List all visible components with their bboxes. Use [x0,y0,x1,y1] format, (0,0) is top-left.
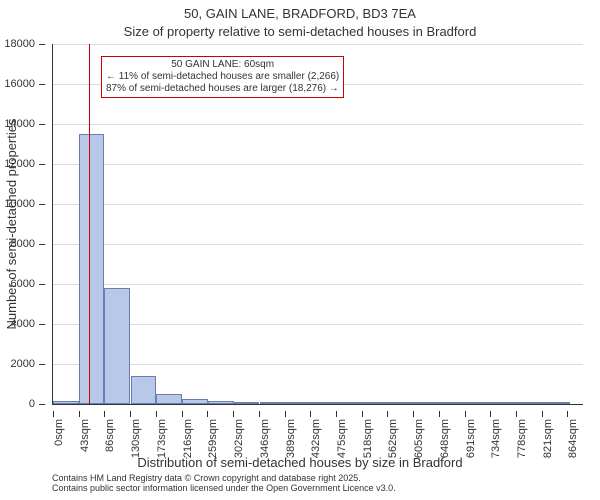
annotation-line: 50 GAIN LANE: 60sqm [106,59,339,71]
histogram-bar [131,376,157,404]
x-tick-label: 864sqm [567,419,579,458]
histogram-bar [311,402,337,404]
histogram-bar [156,394,182,404]
y-tick-label: 14000 [4,118,35,130]
x-tick: 821sqm [542,411,543,412]
x-tick-label: 130sqm [130,419,142,458]
plot-area: 0200040006000800010000120001400016000180… [52,44,583,405]
gridline [53,164,583,165]
x-tick-label: 605sqm [413,419,425,458]
y-tick-label: 6000 [11,278,35,290]
x-tick-label: 518sqm [362,419,374,458]
y-tick-label: 18000 [4,38,35,50]
gridline [53,204,583,205]
x-tick: 216sqm [182,411,183,412]
chart-title-main: 50, GAIN LANE, BRADFORD, BD3 7EA [0,6,600,21]
gridline [53,284,583,285]
y-tick-label: 0 [29,398,35,410]
x-tick: 43sqm [79,411,80,412]
x-tick-label: 432sqm [310,419,322,458]
y-tick-label: 4000 [11,318,35,330]
x-tick-label: 734sqm [490,419,502,458]
x-tick: 346sqm [259,411,260,412]
x-tick: 475sqm [336,411,337,412]
histogram-bar [466,402,492,404]
histogram-bar [363,402,389,404]
footer-attribution: Contains HM Land Registry data © Crown c… [52,474,396,494]
histogram-bar [286,402,312,404]
y-axis-label: Number of semi-detached properties [4,119,19,330]
gridline [53,324,583,325]
x-tick-label: 691sqm [465,419,477,458]
histogram-bar [518,402,544,404]
histogram-bar [182,399,208,404]
x-tick: 259sqm [207,411,208,412]
x-tick-label: 821sqm [542,419,554,458]
footer-line-2: Contains public sector information licen… [52,484,396,494]
x-tick: 389sqm [285,411,286,412]
x-tick: 302sqm [233,411,234,412]
x-tick-label: 389sqm [285,419,297,458]
x-tick-label: 778sqm [516,419,528,458]
x-tick: 0sqm [53,411,54,412]
histogram-bar [53,401,79,404]
x-tick-label: 648sqm [439,419,451,458]
x-tick-label: 562sqm [387,419,399,458]
histogram-bar [337,402,363,404]
x-tick-label: 86sqm [104,419,116,452]
annotation-line: ← 11% of semi-detached houses are smalle… [106,71,339,83]
x-tick-label: 216sqm [182,419,194,458]
histogram-bar [79,134,105,404]
x-tick: 605sqm [413,411,414,412]
x-tick-label: 43sqm [79,419,91,452]
x-tick: 173sqm [156,411,157,412]
chart-container: 50, GAIN LANE, BRADFORD, BD3 7EA Size of… [0,0,600,500]
x-tick: 432sqm [310,411,311,412]
x-tick: 130sqm [130,411,131,412]
histogram-bar [260,402,286,404]
histogram-bar [104,288,130,404]
x-tick-label: 475sqm [336,419,348,458]
x-tick: 648sqm [439,411,440,412]
x-tick-label: 0sqm [53,419,65,446]
gridline [53,44,583,45]
y-tick-label: 10000 [4,198,35,210]
y-tick-label: 8000 [11,238,35,250]
histogram-bar [441,402,467,404]
gridline [53,124,583,125]
gridline [53,364,583,365]
x-axis-label: Distribution of semi-detached houses by … [0,455,600,470]
x-tick: 778sqm [516,411,517,412]
x-tick: 864sqm [567,411,568,412]
annotation-box: 50 GAIN LANE: 60sqm← 11% of semi-detache… [101,56,344,98]
histogram-bar [415,402,441,404]
x-tick: 562sqm [387,411,388,412]
x-tick: 691sqm [465,411,466,412]
x-tick-label: 346sqm [259,419,271,458]
histogram-bar [389,402,415,404]
histogram-bar [544,402,570,404]
histogram-bar [234,402,260,404]
chart-title-sub: Size of property relative to semi-detach… [0,24,600,39]
x-tick: 518sqm [362,411,363,412]
x-tick-label: 173sqm [156,419,168,458]
y-tick-label: 12000 [4,158,35,170]
x-tick: 734sqm [490,411,491,412]
histogram-bar [492,402,518,404]
marker-line [89,44,90,404]
gridline [53,244,583,245]
annotation-line: 87% of semi-detached houses are larger (… [106,83,339,95]
y-tick-label: 2000 [11,358,35,370]
x-tick: 86sqm [104,411,105,412]
histogram-bar [208,401,234,404]
y-tick-label: 16000 [4,78,35,90]
x-tick-label: 302sqm [233,419,245,458]
x-tick-label: 259sqm [207,419,219,458]
